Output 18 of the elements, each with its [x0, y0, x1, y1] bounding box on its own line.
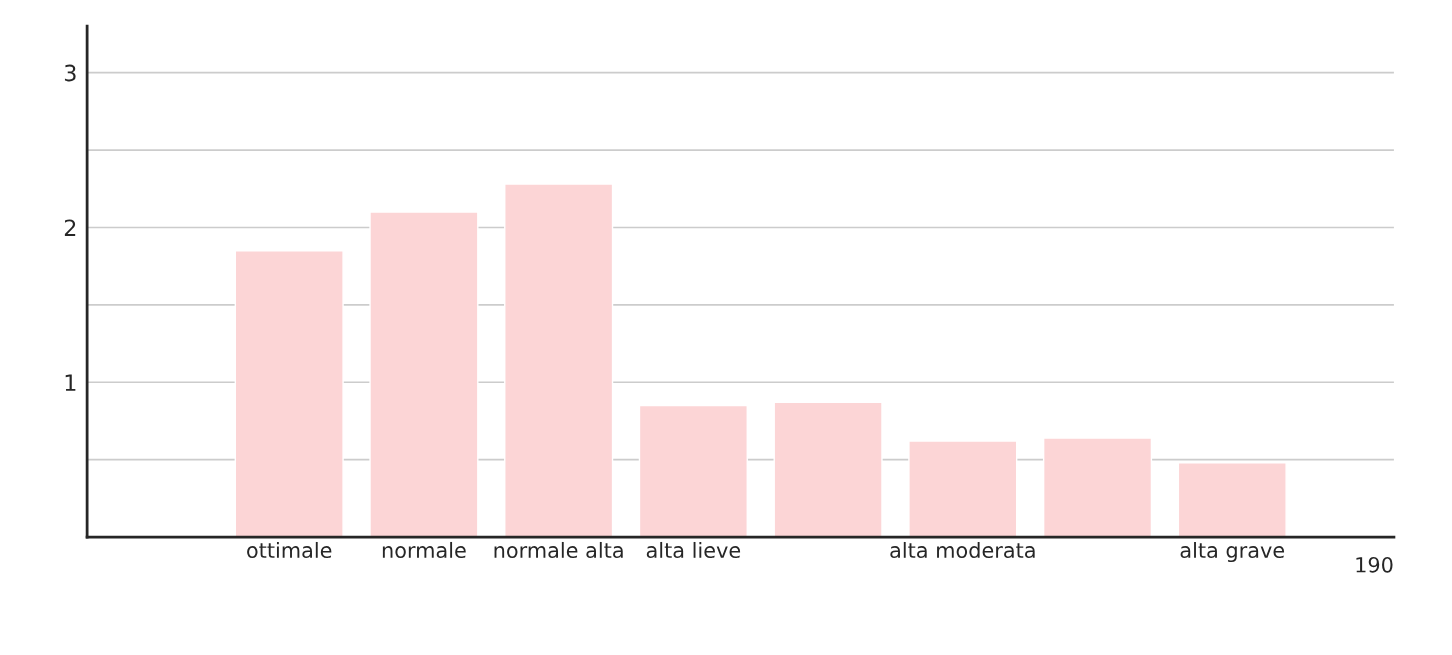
y-tick-label: 2: [64, 219, 76, 236]
x-tick-label: normale: [382, 541, 466, 559]
x-tick-label: normale alta: [494, 541, 623, 559]
bar: [504, 183, 614, 538]
x-tick-label: ottimale: [247, 541, 332, 559]
x-tick-label: alta lieve: [646, 541, 741, 559]
bar: [908, 440, 1018, 538]
bar: [369, 211, 479, 538]
bar: [638, 404, 748, 538]
x-tick-label: alta grave: [1180, 541, 1285, 563]
y-tick-label: 3: [64, 64, 76, 82]
y-tick-label: 1: [65, 374, 76, 391]
text: 190: [1356, 556, 1393, 573]
bar: [1177, 462, 1287, 538]
bar: [773, 401, 883, 538]
x-tick-label: alta moderata: [890, 541, 1035, 559]
bar: [1042, 437, 1153, 538]
bar: [234, 249, 344, 538]
